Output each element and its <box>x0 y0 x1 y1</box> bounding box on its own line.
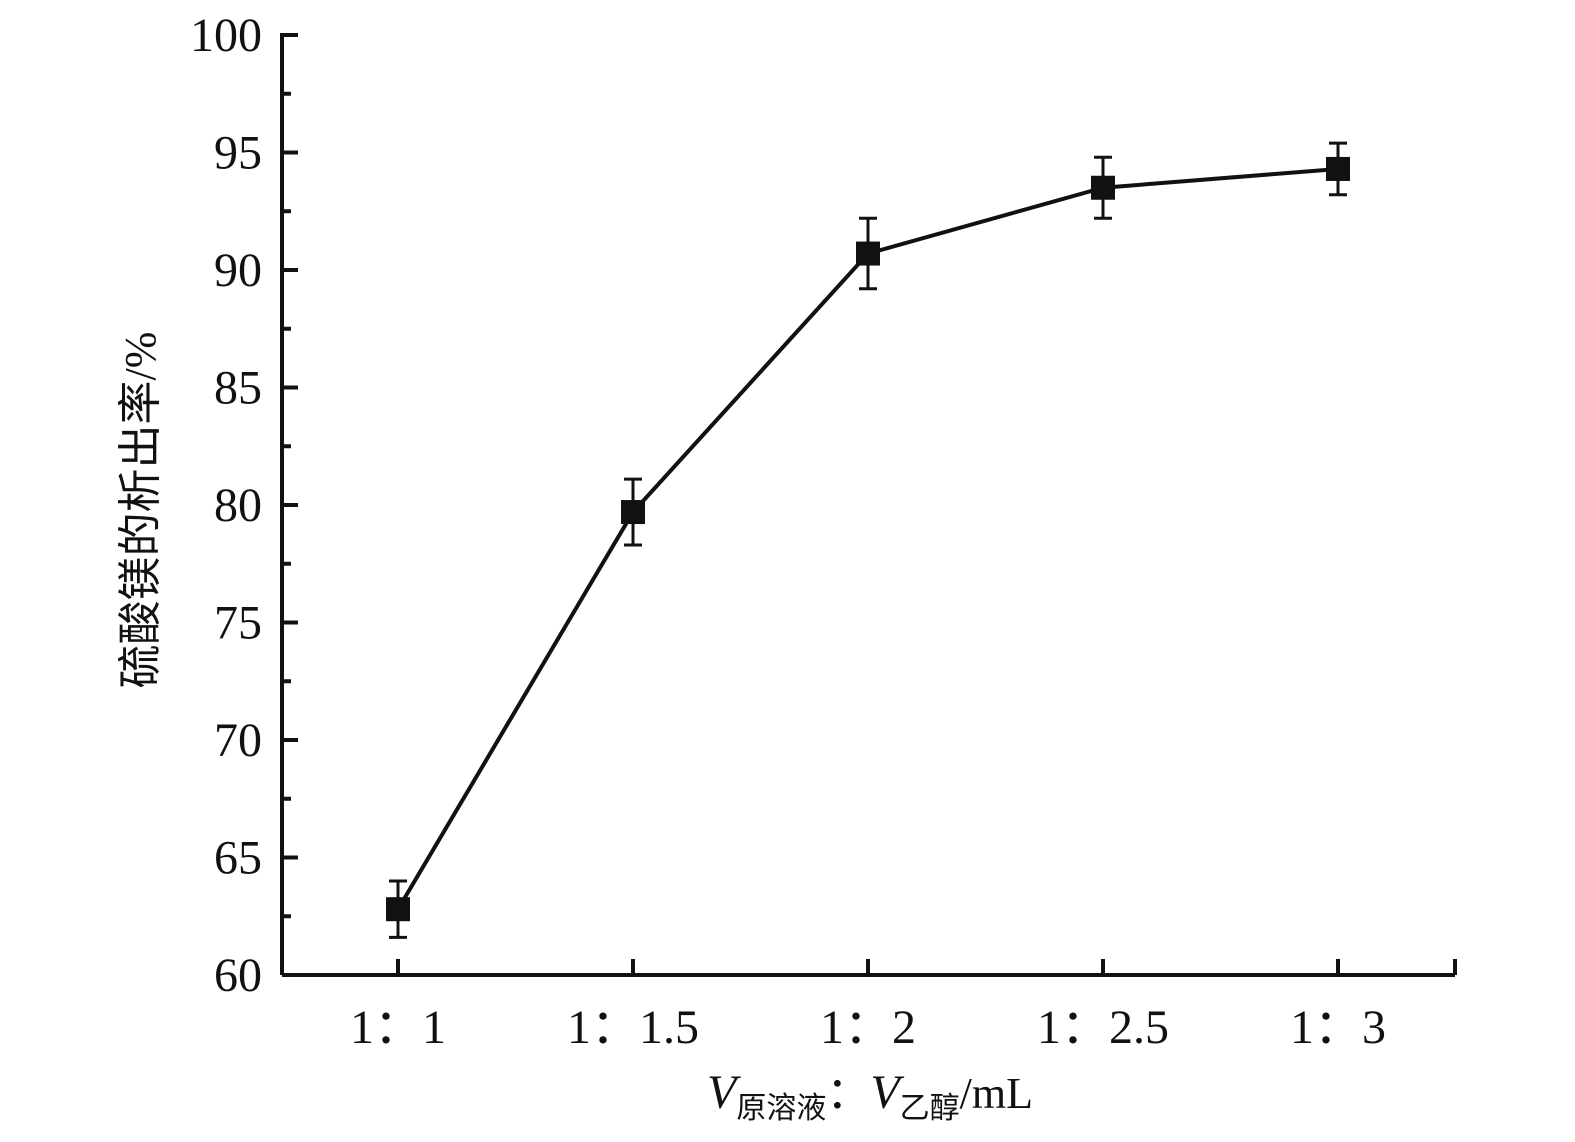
data-point <box>621 500 645 525</box>
x-axis-title-unit: /mL <box>960 1069 1033 1118</box>
data-point <box>856 241 880 266</box>
y-tick-label: 100 <box>190 9 262 62</box>
y-tick-label: 85 <box>214 362 262 415</box>
y-tick-label: 95 <box>214 127 262 180</box>
y-tick-label: 90 <box>214 244 262 297</box>
y-tick-label: 65 <box>214 832 262 885</box>
x-axis-title-sub1: 原溶液 <box>736 1092 826 1125</box>
x-axis-title-v2: V <box>870 1066 904 1119</box>
data-point <box>1326 156 1350 181</box>
x-tick-label: 1：2 <box>820 1001 916 1054</box>
data-point <box>386 897 410 922</box>
x-tick-label: 1：1.5 <box>567 1001 699 1054</box>
x-tick-label: 1：1 <box>350 1001 446 1054</box>
x-axis-title-v1: V <box>707 1066 741 1119</box>
y-tick-label: 60 <box>214 949 262 1002</box>
x-axis-title-sub2: 乙醇 <box>900 1092 960 1125</box>
x-axis-title-sep: ： <box>826 1069 870 1118</box>
y-axis-title: 硫酸镁的析出率/% <box>116 332 165 689</box>
x-tick-label: 1：3 <box>1290 1001 1386 1054</box>
y-tick-label: 80 <box>214 479 262 532</box>
data-point <box>1091 175 1115 200</box>
x-ticks: 1：1 1：1.5 1：2 1：2.5 1：3 <box>350 959 1386 1054</box>
y-tick-label: 70 <box>214 714 262 767</box>
x-tick-label: 1：2.5 <box>1037 1001 1169 1054</box>
y-ticks: 60 65 70 75 80 85 90 95 100 <box>190 9 298 1002</box>
markers <box>386 141 1350 939</box>
y-tick-label: 75 <box>214 597 262 650</box>
x-axis-title: V原溶液：V乙醇/mL <box>707 1066 1033 1125</box>
